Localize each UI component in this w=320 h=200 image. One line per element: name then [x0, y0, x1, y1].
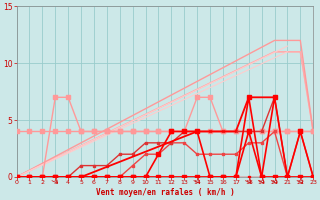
X-axis label: Vent moyen/en rafales ( km/h ): Vent moyen/en rafales ( km/h ): [96, 188, 234, 197]
